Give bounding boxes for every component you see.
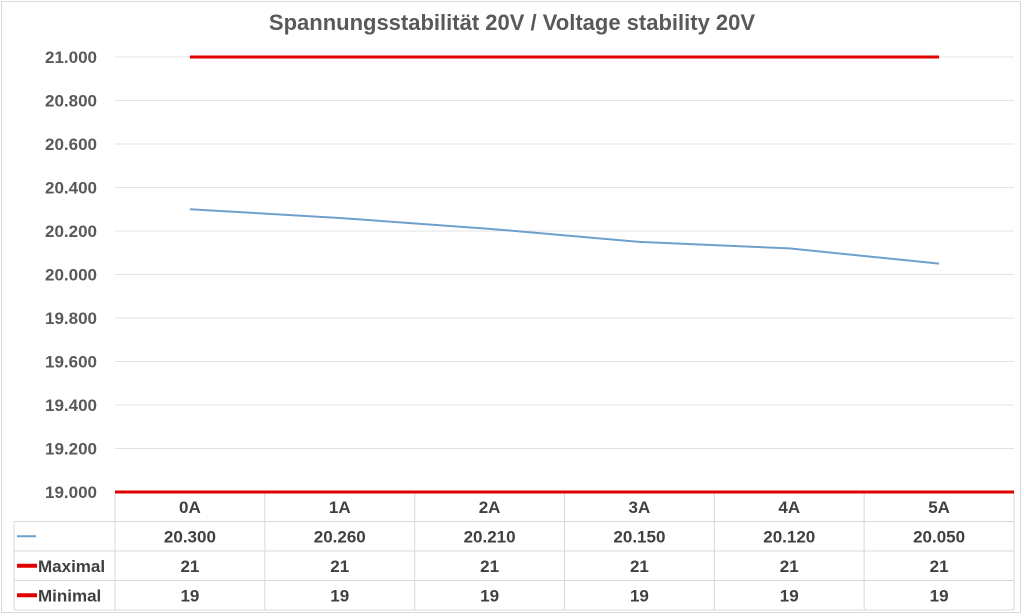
y-tick-label: 20.600 <box>45 135 97 154</box>
y-tick-label: 20.200 <box>45 222 97 241</box>
data-label: 19 <box>180 586 199 605</box>
y-tick-label: 19.200 <box>45 440 97 459</box>
series-line <box>189 208 940 265</box>
data-label: 20.150 <box>613 527 665 546</box>
y-tick-label: 19.400 <box>45 396 97 415</box>
data-label: 20.050 <box>913 527 965 546</box>
data-label: 21 <box>180 557 199 576</box>
data-label: 21 <box>780 557 799 576</box>
y-tick-label: 20.000 <box>45 266 97 285</box>
chart-title: Spannungsstabilität 20V / Voltage stabil… <box>268 10 756 35</box>
x-tick-label: 2A <box>479 498 501 517</box>
y-tick-label: 19.600 <box>45 353 97 372</box>
data-label: 20.260 <box>314 527 366 546</box>
y-tick-label: 19.000 <box>45 483 97 502</box>
x-tick-label: 1A <box>329 498 351 517</box>
data-label: 21 <box>330 557 349 576</box>
x-tick-label: 0A <box>179 498 201 517</box>
data-label: 19 <box>780 586 799 605</box>
data-label: 21 <box>630 557 649 576</box>
data-label: 20.210 <box>464 527 516 546</box>
legend-label: Maximal <box>38 557 105 576</box>
y-tick-label: 19.800 <box>45 309 97 328</box>
y-tick-label: 21.000 <box>45 48 97 67</box>
x-tick-label: 3A <box>629 498 651 517</box>
y-tick-label: 20.800 <box>45 92 97 111</box>
data-label: 19 <box>930 586 949 605</box>
legend-label: Minimal <box>38 586 101 605</box>
data-label: 21 <box>930 557 949 576</box>
data-label: 20.120 <box>763 527 815 546</box>
data-label: 19 <box>330 586 349 605</box>
y-tick-label: 20.400 <box>45 179 97 198</box>
data-label: 19 <box>630 586 649 605</box>
x-tick-label: 4A <box>778 498 800 517</box>
data-label: 19 <box>480 586 499 605</box>
data-label: 20.300 <box>164 527 216 546</box>
data-label: 21 <box>480 557 499 576</box>
x-tick-label: 5A <box>928 498 950 517</box>
